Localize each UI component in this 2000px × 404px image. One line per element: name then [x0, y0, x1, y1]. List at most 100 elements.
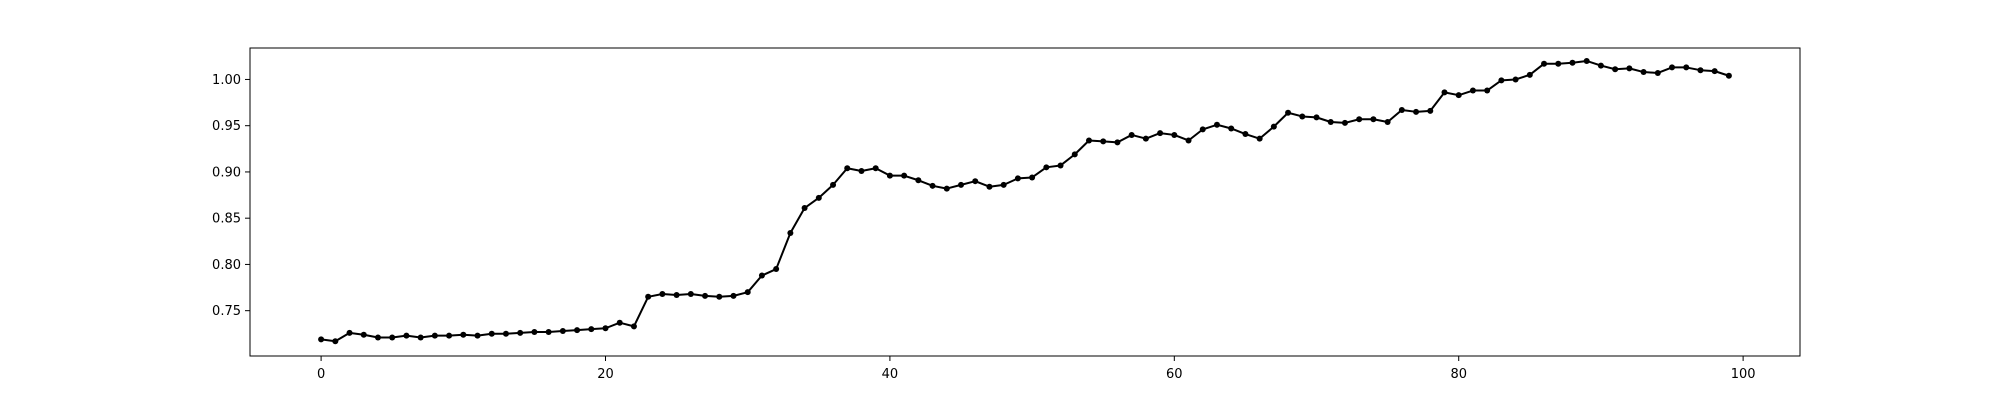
data-point: [616, 319, 623, 326]
data-point: [787, 229, 794, 236]
data-point: [1085, 137, 1092, 144]
data-point: [1597, 62, 1604, 69]
data-point: [716, 293, 723, 300]
data-point: [986, 183, 993, 190]
data-point: [1469, 87, 1476, 94]
data-point: [531, 328, 538, 335]
data-point: [673, 291, 680, 298]
data-point: [517, 329, 524, 336]
data-point: [929, 182, 936, 189]
data-point: [1683, 64, 1690, 71]
data-point: [1512, 76, 1519, 83]
data-point: [1341, 119, 1348, 126]
data-point: [1526, 71, 1533, 78]
data-point: [1384, 118, 1391, 125]
data-point: [886, 172, 893, 179]
x-tick-label: 0: [317, 367, 325, 382]
y-tick-label: 0.95: [212, 119, 241, 134]
x-tick-label: 100: [1731, 367, 1756, 382]
data-point: [1185, 137, 1192, 144]
data-point: [1413, 108, 1420, 115]
data-point: [1199, 126, 1206, 133]
data-point: [1398, 106, 1405, 113]
data-point: [488, 330, 495, 337]
data-point: [844, 165, 851, 172]
data-point: [687, 291, 694, 298]
data-point: [1000, 181, 1007, 188]
data-point: [958, 181, 965, 188]
data-point: [901, 172, 908, 179]
data-point: [1455, 92, 1462, 99]
data-point: [502, 330, 509, 337]
y-tick-label: 0.75: [212, 304, 241, 319]
data-point: [588, 326, 595, 333]
plot-area: [249, 47, 1801, 357]
data-point: [1043, 164, 1050, 171]
data-point: [1157, 130, 1164, 137]
data-point: [389, 334, 396, 341]
series-layer: [318, 57, 1732, 345]
data-point: [1213, 121, 1220, 128]
data-point: [1142, 135, 1149, 142]
data-point: [630, 323, 637, 330]
data-point: [417, 334, 424, 341]
data-point: [1484, 87, 1491, 94]
data-point: [915, 177, 922, 184]
data-point: [744, 289, 751, 296]
data-point: [1541, 60, 1548, 67]
y-tick-label: 0.85: [212, 212, 241, 227]
data-point: [545, 328, 552, 335]
data-point: [332, 338, 339, 345]
data-point: [858, 168, 865, 175]
data-point: [1100, 138, 1107, 145]
data-point: [1171, 131, 1178, 138]
data-point: [1370, 116, 1377, 123]
data-point: [574, 327, 581, 334]
x-axis: 0 20 40 60 80 100: [317, 356, 1756, 382]
y-tick-label: 1.00: [212, 73, 241, 88]
data-point: [758, 272, 765, 279]
x-tick-label: 20: [597, 367, 614, 382]
data-point: [446, 332, 453, 339]
data-point: [1242, 131, 1249, 138]
data-point: [1711, 68, 1718, 75]
data-point: [1327, 118, 1334, 125]
data-point: [1299, 113, 1306, 120]
data-point: [602, 325, 609, 332]
data-point: [1356, 116, 1363, 123]
data-point: [1498, 77, 1505, 84]
data-point: [801, 205, 808, 212]
data-point: [1640, 69, 1647, 76]
x-tick-label: 40: [882, 367, 899, 382]
data-point: [1725, 72, 1732, 79]
data-point: [730, 292, 737, 299]
data-point: [374, 334, 381, 341]
data-point: [645, 293, 652, 300]
data-point: [830, 181, 837, 188]
data-point: [1228, 125, 1235, 132]
data-point: [1654, 69, 1661, 76]
data-point: [1555, 60, 1562, 67]
data-point: [1313, 114, 1320, 121]
data-point: [1569, 59, 1576, 66]
data-point: [1626, 65, 1633, 72]
data-point: [1612, 66, 1619, 73]
data-point: [1014, 175, 1021, 182]
data-point: [1256, 135, 1263, 142]
data-point: [1071, 151, 1078, 158]
data-point: [1057, 162, 1064, 169]
y-tick-label: 0.90: [212, 165, 241, 180]
data-point: [702, 292, 709, 299]
x-tick-label: 80: [1450, 367, 1467, 382]
data-point: [1583, 57, 1590, 64]
data-point: [1114, 139, 1121, 146]
data-point: [815, 194, 822, 201]
data-point: [318, 336, 325, 343]
data-point: [943, 185, 950, 192]
data-point: [360, 331, 367, 338]
data-point: [773, 266, 780, 273]
data-point: [1128, 131, 1135, 138]
data-point: [403, 332, 410, 339]
